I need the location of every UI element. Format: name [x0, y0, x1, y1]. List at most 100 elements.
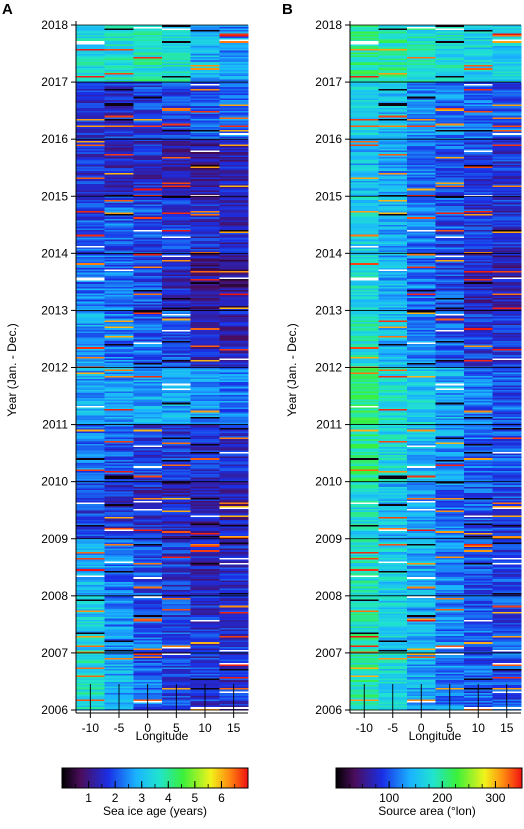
heatmap-cell: [435, 351, 465, 354]
heatmap-cell: [435, 394, 465, 397]
heatmap-cell: [104, 488, 134, 490]
heatmap-cell: [162, 438, 192, 441]
heatmap-cell: [104, 546, 134, 549]
heatmap-cell: [76, 641, 106, 644]
heatmap-cell: [464, 465, 493, 468]
heatmap-cell: [76, 535, 106, 538]
heatmap-cell: [76, 432, 106, 435]
heatmap-cell: [407, 177, 436, 180]
heatmap-cell: [133, 227, 163, 230]
heatmap-cell: [464, 99, 493, 102]
heatmap-cell: [407, 472, 436, 475]
heatmap-cell: [133, 47, 163, 50]
heatmap-cell: [350, 594, 379, 597]
heatmap-cell: [219, 567, 249, 570]
heatmap-cell: [492, 107, 522, 110]
heatmap-cell: [378, 213, 408, 216]
heatmap-cell: [162, 665, 192, 668]
heatmap-cell: [492, 351, 522, 354]
heatmap-cell: [350, 158, 379, 161]
heatmap-cell: [133, 465, 163, 468]
heatmap-cell: [162, 112, 192, 115]
heatmap-cell: [435, 164, 465, 167]
heatmap-cell: [492, 618, 522, 620]
heatmap-cell: [219, 155, 249, 157]
heatmap-cell: [435, 124, 465, 127]
heatmap-cell: [492, 164, 522, 167]
heatmap-cell: [219, 88, 249, 91]
heatmap-cell: [219, 530, 249, 533]
heatmap-cell: [435, 143, 465, 146]
heatmap-cell: [190, 475, 220, 478]
heatmap-cell: [350, 300, 379, 303]
heatmap-cell: [464, 470, 493, 473]
heatmap-cell: [219, 66, 249, 69]
heatmap-cell: [378, 202, 408, 205]
heatmap-cell: [378, 105, 408, 108]
heatmap-cell: [219, 611, 249, 614]
heatmap-cell: [407, 220, 436, 222]
heatmap-cell: [190, 115, 220, 118]
heatmap-cell: [219, 519, 249, 522]
heatmap-cell: [104, 310, 134, 313]
heatmap-cell: [190, 104, 220, 107]
heatmap-cell: [190, 372, 220, 375]
heatmap-cell: [104, 480, 134, 483]
heatmap-cell: [378, 180, 408, 183]
heatmap-cell: [162, 524, 192, 527]
heatmap-cell: [407, 437, 436, 440]
heatmap-cell: [435, 194, 465, 197]
heatmap-cell: [133, 632, 163, 635]
heatmap-cell: [492, 208, 522, 211]
heatmap-cell: [162, 370, 192, 373]
heatmap-cell: [350, 136, 379, 138]
heatmap-cell: [133, 484, 163, 487]
heatmap-cell: [492, 673, 522, 676]
heatmap-cell: [219, 207, 249, 210]
heatmap-cell: [76, 373, 106, 376]
heatmap-cell: [162, 573, 192, 576]
heatmap-cell: [104, 461, 134, 463]
heatmap-cell: [190, 231, 220, 234]
heatmap-cell: [104, 579, 134, 582]
heatmap-cell: [435, 324, 465, 327]
heatmap-cell: [76, 511, 106, 514]
heatmap-cell: [464, 556, 493, 559]
heatmap-cell: [104, 80, 134, 83]
panel-a-axes: 2006200720082009201020112012201320142015…: [41, 18, 248, 735]
heatmap-cell: [76, 442, 106, 444]
heatmap-cell: [190, 565, 220, 568]
heatmap-cell: [104, 632, 134, 635]
heatmap-cell: [190, 610, 220, 613]
heatmap-cell: [435, 280, 465, 283]
heatmap-cell: [407, 202, 436, 205]
heatmap-cell: [162, 667, 192, 670]
heatmap-cell: [104, 616, 134, 619]
heatmap-cell: [190, 134, 220, 137]
heatmap-cell: [219, 243, 249, 246]
heatmap-cell: [435, 343, 465, 346]
heatmap-cell: [133, 538, 163, 541]
heatmap-cell: [378, 618, 408, 620]
heatmap-cell: [435, 551, 465, 554]
heatmap-cell: [378, 292, 408, 295]
heatmap-cell: [219, 44, 249, 46]
heatmap-cell: [464, 641, 493, 644]
heatmap-cell: [133, 386, 163, 389]
heatmap-cell: [219, 91, 249, 94]
heatmap-cell: [464, 147, 493, 150]
heatmap-cell: [162, 136, 192, 138]
heatmap-cell: [378, 134, 408, 137]
heatmap-cell: [435, 193, 465, 196]
heatmap-cell: [378, 343, 408, 346]
heatmap-cell: [407, 201, 436, 203]
heatmap-cell: [350, 548, 379, 551]
heatmap-cell: [190, 113, 220, 116]
heatmap-cell: [219, 85, 249, 88]
heatmap-cell: [407, 679, 436, 682]
heatmap-cell: [407, 285, 436, 287]
heatmap-cell: [464, 549, 493, 552]
heatmap-cell: [378, 502, 408, 505]
heatmap-cell: [133, 567, 163, 570]
heatmap-cell: [162, 473, 192, 476]
